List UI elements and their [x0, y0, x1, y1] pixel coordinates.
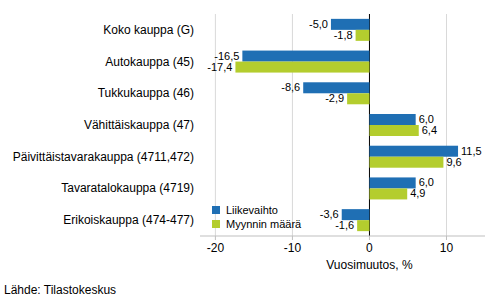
chart: -20 -10 0 10 Koko kauppa (G) Autokauppa (45) T… — [0, 0, 493, 304]
legend-swatch — [212, 206, 220, 214]
tick-label: 0 — [366, 241, 373, 255]
bar — [242, 51, 369, 62]
data-label: 4,9 — [410, 187, 425, 199]
data-label: -17,4 — [207, 61, 232, 73]
legend-label: Liikevaihto — [226, 204, 278, 216]
bar — [369, 157, 443, 168]
category-label: Autokauppa (45) — [105, 55, 194, 69]
legend: Liikevaihto Myynnin määrä — [212, 204, 302, 230]
data-label: -1,8 — [334, 29, 353, 41]
legend-label: Myynnin määrä — [226, 218, 302, 230]
bar — [369, 188, 407, 199]
data-label: -2,9 — [325, 92, 344, 104]
bar — [235, 62, 369, 73]
tick-label: -20 — [207, 241, 225, 255]
bar — [369, 146, 458, 157]
data-label: -8,6 — [281, 81, 300, 93]
bar — [356, 30, 370, 41]
category-label: Erikoiskauppa (474-477) — [63, 213, 194, 227]
category-label: Koko kauppa (G) — [103, 23, 194, 37]
category-label: Tavaratalokauppa (4719) — [61, 181, 194, 195]
grid — [215, 14, 446, 240]
category-label: Vähittäiskauppa (47) — [84, 118, 194, 132]
tick-mark — [292, 236, 293, 240]
bar — [369, 125, 418, 136]
x-axis — [200, 236, 485, 237]
tick-label: -10 — [284, 241, 302, 255]
tick-mark — [446, 236, 447, 240]
data-label: -1,6 — [335, 219, 354, 231]
source: Lähde: Tilastokeskus — [4, 283, 116, 297]
grid-line — [446, 14, 447, 236]
data-label: -5,0 — [309, 18, 328, 30]
data-label: 6,4 — [422, 124, 437, 136]
tick-mark — [369, 236, 370, 240]
bars — [235, 19, 458, 231]
legend-swatch — [212, 220, 220, 228]
grid-line — [215, 14, 216, 236]
tick-label: 10 — [440, 241, 454, 255]
bar — [369, 114, 415, 125]
category-label: Tukkukauppa (46) — [98, 86, 194, 100]
tick-mark — [215, 236, 216, 240]
bar — [357, 220, 369, 231]
data-label: 11,5 — [461, 145, 482, 157]
data-label: 9,6 — [446, 156, 461, 168]
grid-line — [292, 14, 293, 236]
bar — [369, 177, 415, 188]
category-label: Päivittäistavarakauppa (4711,472) — [13, 150, 194, 164]
bar — [347, 93, 369, 104]
x-axis-label: Vuosimuutos, % — [326, 258, 413, 272]
